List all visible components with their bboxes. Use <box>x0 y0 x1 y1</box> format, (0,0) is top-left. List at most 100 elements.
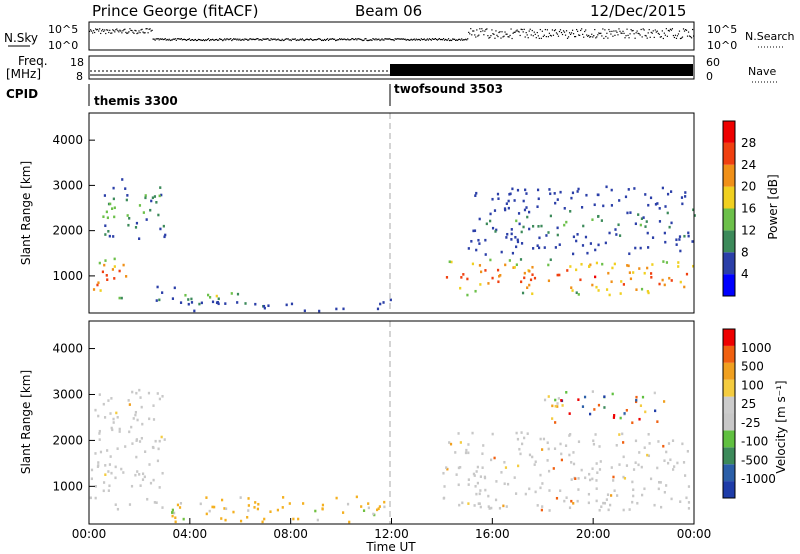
noise-point <box>187 38 190 41</box>
noise-point <box>252 38 254 40</box>
noise-point <box>478 34 480 36</box>
data-cell <box>556 405 559 408</box>
data-cell <box>504 466 508 469</box>
noise-point <box>312 39 315 41</box>
noise-point <box>557 35 560 37</box>
data-cell <box>593 408 596 411</box>
noise-point <box>436 39 439 41</box>
data-cell <box>103 194 107 197</box>
data-cell <box>490 458 493 462</box>
noise-point <box>424 39 426 41</box>
noise-point <box>149 28 151 30</box>
data-cell <box>685 496 688 500</box>
data-cell <box>378 505 381 508</box>
data-cell <box>627 264 630 268</box>
noise-point <box>663 32 665 34</box>
noise-point <box>468 31 470 34</box>
noise-point <box>496 34 498 36</box>
data-cell <box>612 475 615 479</box>
noise-point <box>605 35 607 38</box>
noise-point <box>398 38 400 40</box>
noise-point <box>683 30 686 32</box>
noise-point <box>458 38 460 41</box>
data-cell <box>109 412 112 415</box>
data-cell <box>593 203 596 207</box>
data-cell <box>539 486 542 490</box>
noise-point <box>416 39 418 41</box>
noise-point <box>385 38 387 40</box>
noise-point <box>413 38 415 40</box>
data-cell <box>236 292 240 296</box>
data-cell <box>533 276 537 280</box>
colorbar-tick-label: 100 <box>741 378 764 392</box>
data-cell <box>114 476 117 480</box>
noise-point <box>167 39 169 41</box>
noise-point <box>299 38 301 40</box>
noise-point <box>235 38 237 40</box>
noise-point <box>505 33 507 35</box>
data-cell <box>589 242 592 245</box>
noise-point <box>216 38 218 41</box>
data-cell <box>464 451 468 455</box>
data-cell <box>669 190 673 193</box>
data-cell <box>467 451 470 455</box>
noise-point <box>356 39 358 41</box>
noise-point <box>295 39 297 42</box>
noise-point <box>237 38 239 40</box>
data-cell <box>615 444 618 447</box>
noise-point <box>601 35 603 37</box>
data-cell <box>517 464 520 468</box>
noise-point <box>93 30 95 32</box>
data-cell <box>560 458 564 462</box>
noise-point <box>355 38 357 40</box>
data-cell <box>120 296 123 300</box>
noise-point <box>309 38 312 40</box>
noise-point <box>377 38 379 40</box>
noise-point <box>388 38 390 40</box>
noise-point <box>338 39 340 41</box>
data-cell <box>540 508 543 512</box>
noise-point <box>204 39 207 41</box>
noise-point <box>655 31 657 33</box>
noise-point <box>649 36 651 38</box>
data-cell <box>479 283 482 286</box>
velocity-panel-bg <box>89 321 694 524</box>
data-cell <box>98 438 101 441</box>
noise-point <box>293 38 295 40</box>
noise-point <box>248 39 250 41</box>
noise-point <box>521 28 523 31</box>
noise-point <box>112 29 114 31</box>
data-cell <box>94 452 97 455</box>
data-cell <box>112 421 115 424</box>
data-cell <box>98 261 101 265</box>
data-cell <box>484 488 487 492</box>
data-cell <box>684 474 687 477</box>
data-cell <box>158 439 161 443</box>
data-cell <box>443 485 446 488</box>
noise-point <box>131 29 133 32</box>
cpid-label: CPID <box>6 87 38 101</box>
data-cell <box>511 251 515 255</box>
colorbar-swatch <box>723 208 735 231</box>
noise-point <box>532 35 534 37</box>
data-cell <box>644 193 647 196</box>
data-cell <box>367 506 370 510</box>
noise-point <box>591 33 593 35</box>
noise-point <box>353 38 355 41</box>
noise-point <box>346 39 348 41</box>
data-cell <box>135 438 138 441</box>
data-cell <box>490 506 493 510</box>
data-cell <box>125 198 128 202</box>
data-cell <box>128 216 131 220</box>
noise-point <box>387 38 389 40</box>
data-cell <box>547 263 550 267</box>
freq-left-label-1: Freq. <box>18 54 48 68</box>
noise-point <box>108 31 110 34</box>
noise-point <box>519 34 521 37</box>
data-cell <box>683 234 686 238</box>
noise-point <box>646 37 648 39</box>
noise-point <box>418 38 420 41</box>
data-cell <box>671 439 675 442</box>
noise-point <box>497 35 499 38</box>
data-cell <box>99 289 102 292</box>
